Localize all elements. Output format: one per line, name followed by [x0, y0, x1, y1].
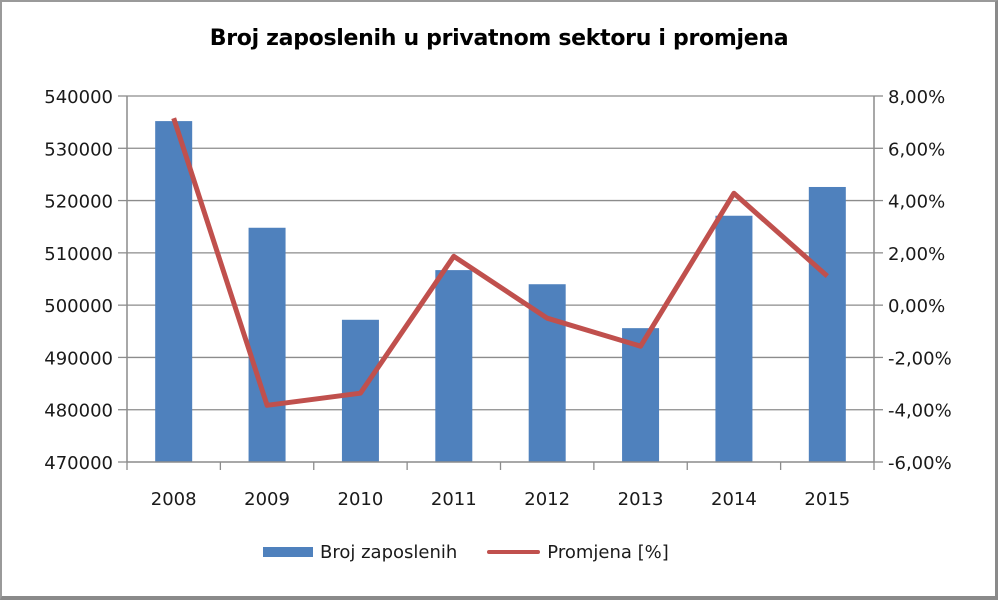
- right-axis-tick-label: 8,00%: [888, 87, 945, 108]
- line-series-promjena: [171, 117, 829, 408]
- right-axis-tick-label: 0,00%: [888, 296, 945, 317]
- promjena-line: [171, 117, 829, 408]
- legend-item-promjena: Promjena [%]: [487, 541, 669, 563]
- legend: Broj zaposlenih Promjena [%]: [263, 538, 669, 566]
- chart-title: Broj zaposlenih u privatnom sektoru i pr…: [209, 26, 789, 51]
- right-axis-tick-label: 2,00%: [888, 244, 945, 265]
- x-axis-tick-label: 2015: [804, 489, 850, 510]
- right-axis-tick-label: -6,00%: [888, 453, 952, 474]
- left-axis-tick-label: 470000: [44, 453, 113, 474]
- left-axis-tick-label: 520000: [44, 192, 113, 213]
- legend-line-swatch-icon: [487, 550, 541, 554]
- x-axis-tick-label: 2012: [524, 489, 570, 510]
- right-axis-tick-label: -2,00%: [888, 348, 952, 369]
- bar-2008: [155, 121, 193, 463]
- x-axis-tick-label: 2009: [244, 489, 290, 510]
- bar-2009: [248, 227, 286, 462]
- left-y-axis-labels: 470000 480000 490000 500000 510000 520000 5300…: [44, 87, 113, 474]
- x-axis-tick-label: 2011: [431, 489, 477, 510]
- right-axis-tick-label: 6,00%: [888, 139, 945, 160]
- axes: [118, 95, 883, 470]
- bar-series-broj-zaposlenih: [155, 121, 846, 463]
- bar-2013: [622, 328, 660, 462]
- x-axis-tick-label: 2013: [618, 489, 664, 510]
- right-y-axis-labels: -6,00% -4,00% -2,00% 0,00% 2,00% 4,00% 6,00% 8,…: [888, 87, 952, 474]
- left-axis-tick-label: 500000: [44, 296, 113, 317]
- legend-bar-swatch-icon: [263, 547, 313, 557]
- x-axis-tick-label: 2008: [151, 489, 197, 510]
- legend-label: Broj zaposlenih: [320, 541, 458, 563]
- left-axis-tick-label: 510000: [44, 244, 113, 265]
- left-axis-tick-label: 530000: [44, 139, 113, 160]
- left-axis-tick-label: 480000: [44, 401, 113, 422]
- right-axis-tick-label: 4,00%: [888, 192, 945, 213]
- bar-2012: [528, 284, 566, 462]
- x-axis-labels: 2008 2009 2010 2011 2012 2013 2014 2015: [151, 489, 850, 510]
- legend-label: Promjena [%]: [547, 541, 669, 563]
- x-axis-tick-label: 2010: [338, 489, 384, 510]
- bar-2014: [715, 215, 753, 462]
- left-axis-tick-label: 540000: [44, 87, 113, 108]
- bar-2011: [435, 270, 473, 462]
- right-axis-tick-label: -4,00%: [888, 401, 952, 422]
- gridlines: [127, 95, 874, 411]
- bar-2015: [808, 186, 846, 462]
- legend-item-broj-zaposlenih: Broj zaposlenih: [263, 542, 457, 563]
- x-axis-tick-label: 2014: [711, 489, 757, 510]
- left-axis-tick-label: 490000: [44, 348, 113, 369]
